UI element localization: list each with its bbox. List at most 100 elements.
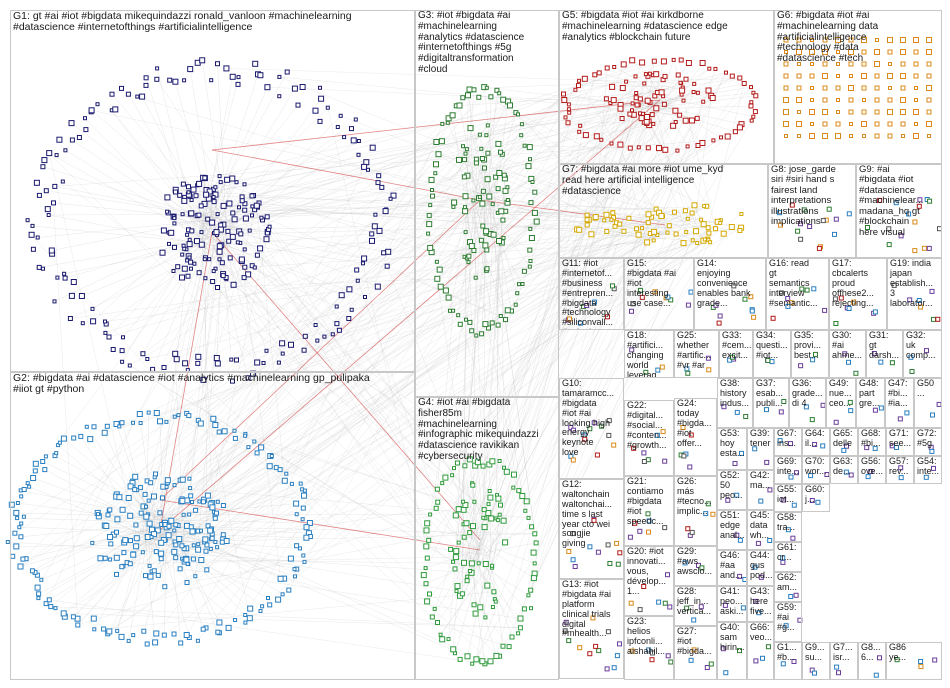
group-panel-g64: G64: il...: [802, 428, 830, 456]
group-label-g13: G13: #iot #bigdata #ai platform clinical…: [562, 579, 612, 639]
group-panel-g47: G47: #bi... #ia...: [885, 378, 914, 428]
group-panel-g67: G67: ins...: [774, 428, 802, 456]
group-panel-g8x: G8... 6...: [858, 642, 886, 680]
group-label-g15: G15: #bigdata #ai #iot interesting use c…: [627, 258, 677, 308]
group-panel-g14: G14: enjoying convenience enables bank g…: [694, 258, 766, 330]
group-panel-g72: G72: #5g: [914, 428, 942, 456]
group-label-g68: G68: #bi...: [861, 428, 881, 448]
group-panel-g49: G49: nue... ceo...: [826, 378, 856, 428]
group-panel-g17: G17: cbcalerts proud offhese2... rejecti…: [829, 258, 887, 330]
group-panel-g25: G25: whether #artific... #vr #ar: [674, 330, 719, 378]
group-panel-g27: G27: #iot #bigda...: [674, 626, 717, 680]
group-panel-g33: G33: #cem... excit...: [719, 330, 753, 378]
group-label-g64: G64: il...: [805, 428, 825, 448]
group-label-g36: G36: grade... di 4: [792, 378, 823, 408]
group-label-g53: G53: hoy esta...: [720, 428, 745, 458]
group-label-g86: G86 ye...: [889, 642, 907, 662]
group-panel-g54: G54: inte...: [914, 456, 942, 484]
group-label-g8x: G8... 6...: [861, 642, 881, 662]
group-panel-g26: G26: más #tecno... implic...: [674, 476, 717, 546]
group-panel-g34: G34: questi... #iot...: [753, 330, 791, 378]
group-label-g20: G20: #iot innovati... vous, dévelop... 1…: [627, 546, 667, 596]
group-panel-g60: G60: j...: [802, 484, 830, 512]
group-panel-g44: G44: gus pod...: [747, 550, 774, 586]
group-label-g34: G34: questi... #iot...: [756, 330, 788, 360]
group-panel-g32: G32: uk comp...: [903, 330, 942, 378]
group-panel-g66: G66: veo...: [747, 622, 774, 680]
group-panel-g13: G13: #iot #bigdata #ai platform clinical…: [559, 579, 624, 679]
group-panel-g9a: G9... su...: [802, 642, 830, 680]
group-panel-g57: G57: rev...: [886, 456, 914, 484]
group-label-g1x: G1... #b...: [777, 642, 797, 662]
group-label-g50: G50 ...: [917, 378, 935, 398]
group-label-g31: G31: gt darsh...: [869, 330, 900, 360]
group-label-g56: G56: ove...: [861, 456, 884, 476]
group-panel-g50: G50 ...: [914, 378, 942, 428]
group-label-g7x: G7... isr...: [833, 642, 853, 662]
group-label-g65: G65: delle: [833, 428, 853, 448]
group-label-g12: G12: waltonchain waltonchai... time s la…: [562, 479, 613, 549]
group-label-g22: G22: #digital... #social... #conten... #…: [627, 400, 667, 450]
group-panel-g23: G23: helios ipfconli... aishahil...: [624, 616, 674, 680]
group-label-g24: G24: today #bigda... #iot offer...: [677, 398, 712, 448]
group-label-g6: G6: #bigdata #iot #ai #machinelearning d…: [777, 10, 879, 65]
group-label-g59: G59: #ai #g...: [777, 602, 797, 632]
group-label-g10: G10: tamaramcc... #bigdata #iot #ai look…: [562, 378, 615, 458]
group-panel-g69: G69: inte...: [774, 456, 802, 484]
group-label-g51: G51: edge anal...: [720, 510, 745, 540]
group-panel-g38: G38: history indus...: [717, 378, 753, 428]
group-label-g14: G14: enjoying convenience enables bank g…: [697, 258, 751, 308]
group-label-g72: G72: #5g: [917, 428, 937, 448]
group-panel-g56: G56: ove...: [858, 456, 886, 484]
group-panel-g30: G30: #ai ahme...: [829, 330, 866, 378]
group-label-g3: G3: #iot #bigdata #ai #machinelearning #…: [418, 10, 525, 75]
group-panel-g39: G39: tener: [747, 428, 774, 470]
group-panel-g5: G5: #bigdata #iot #ai kirkdborne #machin…: [559, 10, 774, 164]
group-panel-g63: G63: de...: [830, 456, 858, 484]
group-panel-g7: G7: #bigdata #ai more #iot ume_kyd read …: [559, 164, 768, 258]
group-label-g29: G29: #aws awsclo...: [677, 546, 713, 576]
group-label-g17: G17: cbcalerts proud offhese2... rejecti…: [832, 258, 874, 308]
group-panel-g1x: G1... #b...: [774, 642, 802, 680]
group-panel-g2: G2: #bigdata #ai #datascience #iot #anal…: [10, 372, 415, 680]
group-panel-g48: G48: part gre...: [856, 378, 885, 428]
group-label-g40: G40: sam hirin...: [720, 622, 745, 652]
group-label-g66: G66: veo...: [750, 622, 773, 642]
group-label-g62: G62: am...: [777, 572, 798, 592]
group-panel-g7x: G7... isr...: [830, 642, 858, 680]
group-label-g55: G55: iot...: [777, 484, 797, 504]
group-panel-g28: G28: jeff_in... vertica...: [674, 586, 717, 626]
group-label-g69: G69: inte...: [777, 456, 800, 476]
group-label-g52: G52: 50 peo...: [720, 470, 743, 500]
group-label-g9: G9: #ai #bigdata #iot #datascience #mach…: [859, 164, 924, 238]
group-panel-g55: G55: iot...: [774, 484, 802, 512]
group-panel-g53: G53: hoy esta...: [717, 428, 747, 470]
group-panel-g62: G62: am...: [774, 572, 802, 602]
group-panel-g86: G86 ye...: [886, 642, 942, 680]
group-label-g48: G48: part gre...: [859, 378, 880, 408]
group-panel-g37: G37: esab... publi...: [753, 378, 789, 428]
group-panel-g11: G11: #iot #internetof... #business #entr…: [559, 258, 624, 330]
group-label-g7: G7: #bigdata #ai more #iot ume_kyd read …: [562, 164, 724, 197]
group-label-g63: G63: de...: [833, 456, 853, 476]
group-panel-g51: G51: edge anal...: [717, 510, 747, 550]
group-label-g2: G2: #bigdata #ai #datascience #iot #anal…: [13, 372, 370, 396]
group-panel-g16: G16: read gt semantics interview #semant…: [766, 258, 829, 330]
group-label-g16: G16: read gt semantics interview #semant…: [769, 258, 818, 308]
group-panel-g58: G58: tra...: [774, 512, 802, 542]
group-label-g18: G18: #artifici... changing world leverag…: [627, 330, 665, 378]
group-panel-g52: G52: 50 peo...: [717, 470, 747, 510]
group-label-g42: G42: ma...: [750, 470, 771, 490]
group-label-g57: G57: rev...: [889, 456, 909, 476]
group-label-g25: G25: whether #artific... #vr #ar: [677, 330, 712, 370]
group-label-g37: G37: esab... publi...: [756, 378, 784, 408]
group-label-g38: G38: history indus...: [720, 378, 750, 408]
group-label-g28: G28: jeff_in... vertica...: [677, 586, 712, 616]
group-panel-g59: G59: #ai #g...: [774, 602, 802, 642]
group-label-g4: G4: #iot #ai #bigdata fisher85m #machine…: [418, 397, 539, 462]
group-panel-g18: G18: #artifici... changing world leverag…: [624, 330, 674, 378]
group-label-g8: G8: jose_garde siri #siri hand s fairest…: [771, 164, 836, 228]
group-label-g39: G39: tener: [750, 428, 771, 448]
group-label-g67: G67: ins...: [777, 428, 797, 448]
